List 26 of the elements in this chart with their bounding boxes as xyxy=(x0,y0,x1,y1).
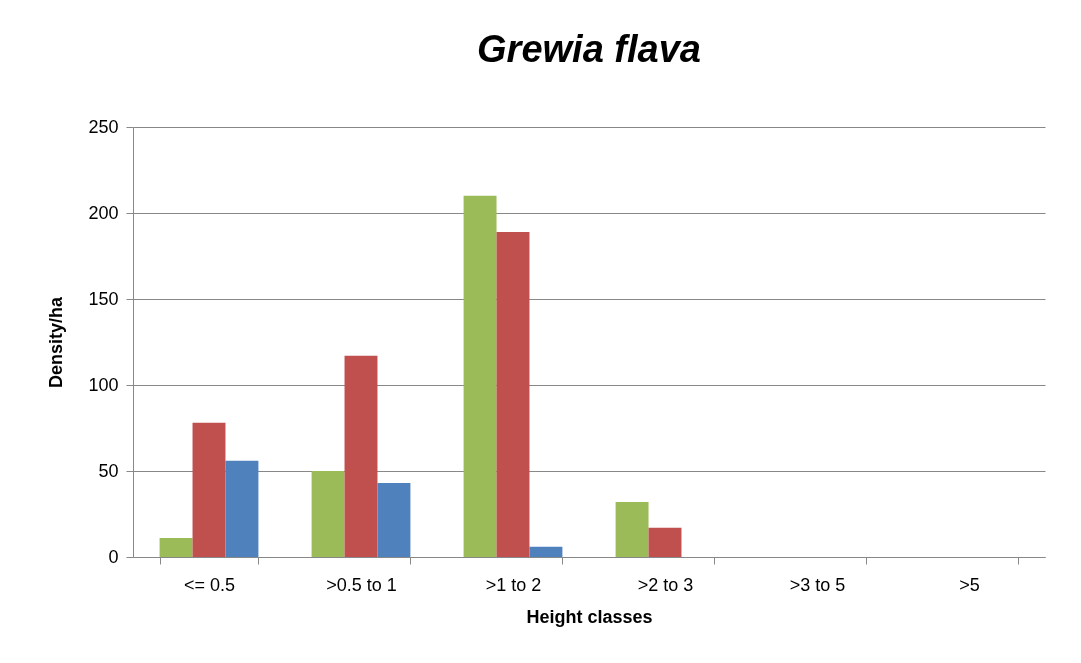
bar xyxy=(615,501,649,557)
x-tick-label: >1 to 2 xyxy=(485,574,542,595)
bar xyxy=(225,460,259,557)
y-tick-label: 100 xyxy=(88,374,119,395)
y-tick-label: 250 xyxy=(88,116,119,137)
bar xyxy=(192,422,226,557)
chart-title: Grewia flava xyxy=(477,28,701,70)
bar xyxy=(311,471,345,557)
bar xyxy=(529,546,563,557)
bar xyxy=(159,538,193,557)
bar xyxy=(344,355,378,557)
y-tick-label: 50 xyxy=(98,460,119,481)
x-tick-label: >5 xyxy=(959,574,980,595)
x-axis-title: Height classes xyxy=(526,606,653,627)
bar xyxy=(377,483,411,557)
x-tick-label: >2 to 3 xyxy=(637,574,694,595)
x-tick-label: <= 0.5 xyxy=(183,574,236,595)
x-tick-label: >3 to 5 xyxy=(789,574,846,595)
y-tick-label: 200 xyxy=(88,202,119,223)
y-tick-label: 150 xyxy=(88,288,119,309)
x-tick-label: >0.5 to 1 xyxy=(326,574,397,595)
bar xyxy=(496,231,530,557)
bar xyxy=(463,195,497,557)
bar xyxy=(648,527,682,557)
y-axis-title: Density/ha xyxy=(46,296,67,389)
y-tick-label: 0 xyxy=(108,546,119,567)
